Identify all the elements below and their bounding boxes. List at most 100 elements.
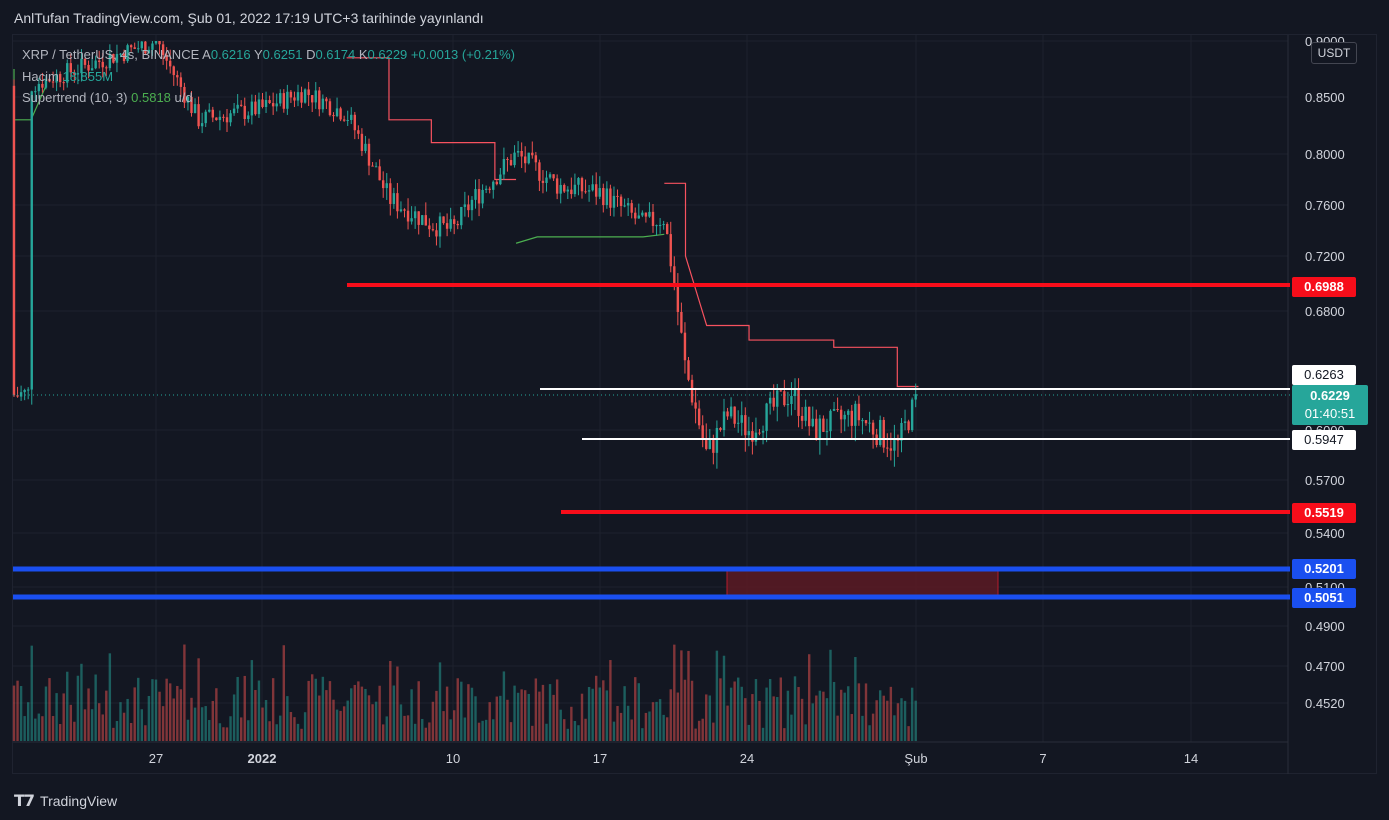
candle-body: [357, 130, 360, 134]
volume-bar: [495, 696, 498, 741]
volume-bar: [619, 712, 623, 741]
volume-bar: [222, 727, 225, 741]
candle-body: [105, 67, 108, 69]
candle-body: [531, 152, 534, 156]
time-axis[interactable]: 27 2022 10 17 24 Şub 7 14: [149, 751, 1198, 766]
volume-bar: [506, 699, 509, 741]
candle-body: [193, 104, 197, 114]
supertrend-line: [346, 57, 517, 181]
volume-bar: [825, 698, 829, 741]
candle-body: [889, 448, 893, 451]
volume-bar: [761, 727, 765, 741]
candle-body: [126, 45, 129, 62]
candle-body: [144, 41, 147, 54]
candle-body: [183, 86, 186, 103]
volume-bar: [449, 719, 452, 741]
candle-body: [286, 91, 289, 109]
candle-body: [282, 93, 285, 109]
price-tick-label: 0.5700: [1305, 473, 1345, 488]
volume-bar: [406, 715, 410, 741]
candle-body: [399, 209, 403, 212]
volume-bar: [857, 683, 861, 741]
tradingview-branding[interactable]: T7 TradingView: [14, 791, 117, 810]
volume-bar: [907, 726, 910, 741]
volume-bar: [499, 695, 502, 741]
candle-body: [651, 211, 655, 226]
candle-body: [129, 45, 133, 48]
volume-bar: [179, 689, 183, 741]
candle-body: [431, 229, 435, 231]
volume-bar: [765, 687, 768, 741]
volume-bar: [126, 698, 129, 741]
volume-bar: [311, 674, 314, 741]
volume-bar: [527, 693, 530, 741]
volume-bar: [733, 681, 736, 741]
candle-body: [623, 205, 626, 207]
candle-body: [342, 119, 346, 121]
candle-body: [307, 89, 310, 96]
volume-bar: [137, 677, 140, 741]
candle-body: [66, 63, 69, 83]
candle-body: [690, 379, 694, 403]
candle-body: [453, 219, 456, 224]
candle-body: [48, 78, 51, 82]
candle-body: [165, 54, 168, 61]
candle-body: [186, 96, 190, 103]
volume-bar: [332, 699, 335, 741]
candle-body: [243, 105, 246, 119]
candle-body: [779, 390, 782, 392]
candle-body: [55, 73, 58, 83]
candle-body: [648, 211, 651, 217]
candle-body: [644, 212, 648, 217]
candle-body: [463, 204, 467, 207]
badge-support-mid-text: 0.5947: [1304, 432, 1344, 447]
candle-body: [502, 159, 506, 175]
legend-row-volume: Hacim 18.855M: [22, 66, 515, 88]
volume-bar: [516, 692, 520, 741]
volume-bar: [673, 644, 676, 741]
candle-body: [602, 188, 605, 206]
support-zone-rect[interactable]: [726, 568, 999, 598]
volume-bar: [445, 686, 449, 741]
volume-bar: [531, 725, 534, 741]
legend-volume-label[interactable]: Hacim: [22, 68, 59, 84]
legend-symbol[interactable]: XRP / TetherUS, 4s, BINANCE: [22, 47, 200, 62]
candle-body: [729, 406, 733, 417]
horizontal-levels[interactable]: [13, 283, 1290, 600]
candle-body: [353, 114, 356, 131]
legend-indicator-label[interactable]: Supertrend (10, 3): [22, 90, 128, 105]
legend-indicator-extra: u/d: [174, 90, 193, 105]
volume-bar: [786, 690, 790, 741]
candle-body: [524, 156, 527, 164]
volume-bar: [864, 683, 868, 741]
volume-bar: [204, 706, 207, 741]
volume-bar: [559, 709, 562, 741]
candle-body: [818, 418, 822, 440]
volume-bar: [463, 717, 467, 741]
volume-bar: [431, 701, 435, 741]
candle-body: [279, 93, 282, 104]
volume-bar: [435, 690, 438, 741]
volume-bar: [644, 712, 648, 741]
candle-body: [506, 159, 509, 161]
badge-resistance-mid-text: 0.6263: [1304, 367, 1344, 382]
candle-body: [261, 99, 264, 107]
currency-unit-button[interactable]: USDT: [1311, 42, 1357, 64]
volume-bar: [186, 719, 190, 741]
volume-bar: [790, 714, 793, 741]
volume-bar: [353, 684, 356, 741]
volume-bar: [392, 685, 396, 741]
candle-body: [563, 184, 566, 192]
volume-bar: [783, 728, 786, 741]
price-tick-label: 0.4520: [1305, 696, 1345, 711]
candle-body: [197, 104, 200, 127]
candle-body: [808, 406, 811, 427]
badge-support-mid: [1292, 430, 1356, 450]
volume-bar: [275, 724, 278, 741]
candle-body: [240, 104, 243, 106]
volume-bar: [612, 721, 616, 741]
candle-body: [786, 404, 790, 406]
candle-body: [456, 223, 459, 226]
volume-bar: [896, 703, 900, 741]
